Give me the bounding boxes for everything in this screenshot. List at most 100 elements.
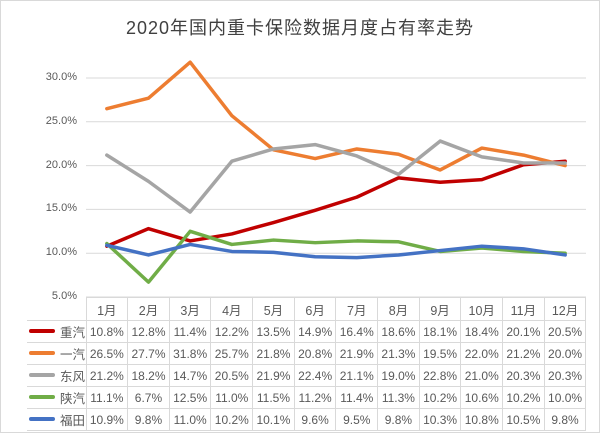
value-cell: 18.2% (127, 364, 170, 387)
value-cell: 18.6% (377, 320, 420, 343)
value-cell: 12.8% (127, 320, 170, 343)
value-cell: 12.5% (168, 386, 212, 409)
month-header-cell: 2月 (127, 297, 170, 321)
legend-swatch (29, 328, 55, 333)
series-legend: 陕汽 (27, 386, 87, 409)
value-cell: 10.6% (460, 386, 504, 409)
value-cell: 12.2% (210, 320, 254, 343)
value-cell: 10.2% (210, 408, 254, 431)
value-cell: 10.2% (418, 386, 462, 409)
table-row: 陕汽 11.1% 6.7% 12.5% 11.0% 11.5% 11.2% 11.4% 11.3… (27, 386, 587, 409)
value-cell: 11.4% (335, 386, 379, 409)
value-cell: 14.7% (168, 364, 212, 387)
value-cell: 21.0% (460, 364, 504, 387)
table-row: 东风 21.2% 18.2% 14.7% 20.5% 21.9% 22.4% 21.1% 19.… (27, 364, 587, 387)
series-name: 重汽 (60, 326, 86, 340)
series-name: 福田 (60, 414, 86, 428)
value-cell: 10.9% (85, 408, 129, 431)
month-header-cell: 1月 (85, 297, 129, 321)
y-axis-label: 5.0% (51, 290, 77, 302)
value-cell: 20.0% (543, 342, 587, 365)
value-cell: 16.4% (335, 320, 379, 343)
value-cell: 31.8% (168, 342, 212, 365)
table-row: 福田 10.9% 9.8% 11.0% 10.2% 10.1% 9.6% 9.5% 9.8% 10… (27, 408, 587, 431)
value-cell: 20.8% (293, 342, 337, 365)
value-cell: 10.8% (85, 320, 129, 343)
value-cell: 10.8% (460, 408, 504, 431)
value-cell: 9.8% (543, 408, 587, 431)
value-cell: 19.5% (418, 342, 462, 365)
series-line-0 (105, 159, 567, 248)
value-cell: 11.4% (168, 320, 212, 343)
y-axis-label: 10.0% (45, 246, 77, 259)
month-header-cell: 11月 (502, 297, 545, 321)
value-cell: 10.0% (543, 386, 587, 409)
y-axis-label: 20.0% (45, 158, 77, 171)
series-name: 东风 (60, 370, 86, 384)
value-cell: 21.2% (85, 364, 129, 387)
value-cell: 19.0% (377, 364, 420, 387)
value-cell: 10.2% (502, 386, 545, 409)
value-cell: 10.5% (502, 408, 545, 431)
value-cell: 22.4% (293, 364, 337, 387)
value-cell: 14.9% (293, 320, 337, 343)
value-cell: 18.1% (418, 320, 462, 343)
value-cell: 18.4% (460, 320, 504, 343)
value-cell: 22.0% (460, 342, 504, 365)
series-name: 陕汽 (60, 392, 86, 406)
series-legend: 一汽 (27, 342, 87, 365)
value-cell: 21.2% (502, 342, 545, 365)
chart-title: 2020年国内重卡保险数据月度占有率走势 (125, 18, 475, 38)
value-cell: 26.5% (85, 342, 129, 365)
value-cell: 22.8% (418, 364, 462, 387)
value-cell: 20.1% (502, 320, 545, 343)
value-cell: 13.5% (252, 320, 295, 343)
month-header-cell: 3月 (168, 297, 212, 321)
legend-swatch (29, 394, 55, 399)
series-line-4 (105, 242, 567, 260)
value-cell: 20.3% (543, 364, 587, 387)
value-cell: 21.1% (335, 364, 379, 387)
value-cell: 11.0% (168, 408, 212, 431)
value-cell: 20.5% (210, 364, 254, 387)
value-cell: 6.7% (127, 386, 170, 409)
legend-swatch (29, 416, 55, 421)
value-cell: 21.8% (252, 342, 295, 365)
value-cell: 9.5% (335, 408, 379, 431)
value-cell: 20.3% (502, 364, 545, 387)
month-header-cell: 5月 (252, 297, 295, 321)
table-row: 一汽 26.5% 27.7% 31.8% 25.7% 21.8% 20.8% 21.9% 21.… (27, 342, 587, 365)
value-cell: 11.1% (85, 386, 129, 409)
series-legend: 福田 (27, 408, 87, 431)
y-axis-label: 15.0% (45, 202, 77, 215)
month-header-cell: 10月 (460, 297, 504, 321)
value-cell: 11.3% (377, 386, 420, 409)
value-cell: 21.9% (335, 342, 379, 365)
value-cell: 9.8% (377, 408, 420, 431)
series-line-3 (105, 229, 567, 284)
value-cell: 25.7% (210, 342, 254, 365)
value-cell: 9.6% (293, 408, 337, 431)
month-header-cell: 4月 (210, 297, 254, 321)
series-legend: 重汽 (27, 320, 87, 343)
month-header-cell: 8月 (377, 297, 420, 321)
value-cell: 10.3% (418, 408, 462, 431)
value-cell: 20.5% (543, 320, 587, 343)
month-header-cell: 12月 (543, 297, 587, 321)
value-cell: 10.1% (252, 408, 295, 431)
value-cell: 11.5% (252, 386, 295, 409)
legend-swatch (29, 372, 55, 377)
month-header-cell: 9月 (418, 297, 462, 321)
series-legend: 东风 (27, 364, 87, 387)
series-line-2 (105, 139, 567, 214)
value-cell: 21.9% (252, 364, 295, 387)
y-axis-label: 25.0% (45, 114, 77, 127)
data-table: 1月 2月 3月 4月 5月 6月 7月 8月 9月 10月 11月 12月 重汽 10.8% 12.8% 1… (27, 297, 587, 431)
legend-swatch (29, 350, 55, 355)
value-cell: 27.7% (127, 342, 170, 365)
month-header-cell: 7月 (335, 297, 379, 321)
table-row: 重汽 10.8% 12.8% 11.4% 12.2% 13.5% 14.9% 16.4% 18.… (27, 320, 587, 343)
y-axis-label: 30.0% (45, 71, 77, 83)
